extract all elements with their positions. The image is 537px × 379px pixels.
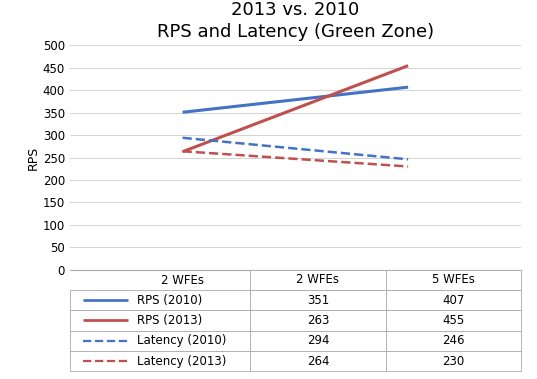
Y-axis label: RPS: RPS <box>27 146 40 170</box>
Bar <box>70 310 250 330</box>
Bar <box>386 290 521 310</box>
Text: 246: 246 <box>442 334 465 348</box>
Text: 2 WFEs: 2 WFEs <box>296 273 339 286</box>
Bar <box>250 310 386 330</box>
Title: 2013 vs. 2010
RPS and Latency (Green Zone): 2013 vs. 2010 RPS and Latency (Green Zon… <box>157 1 434 41</box>
Text: 407: 407 <box>442 294 465 307</box>
Text: 263: 263 <box>307 314 329 327</box>
Bar <box>386 351 521 371</box>
Bar <box>70 351 250 371</box>
Bar <box>250 330 386 351</box>
Text: 294: 294 <box>307 334 329 348</box>
Text: Latency (2010): Latency (2010) <box>137 334 227 348</box>
Text: RPS (2013): RPS (2013) <box>137 314 203 327</box>
Bar <box>386 310 521 330</box>
Bar <box>386 330 521 351</box>
Text: 5 WFEs: 5 WFEs <box>432 273 475 286</box>
Bar <box>250 351 386 371</box>
Bar <box>250 269 386 290</box>
Text: Latency (2013): Latency (2013) <box>137 355 227 368</box>
Bar <box>386 269 521 290</box>
Text: 455: 455 <box>442 314 465 327</box>
Bar <box>250 290 386 310</box>
Text: 264: 264 <box>307 355 329 368</box>
Bar <box>70 290 250 310</box>
Bar <box>70 330 250 351</box>
Text: RPS (2010): RPS (2010) <box>137 294 203 307</box>
Text: 230: 230 <box>442 355 465 368</box>
Text: 351: 351 <box>307 294 329 307</box>
